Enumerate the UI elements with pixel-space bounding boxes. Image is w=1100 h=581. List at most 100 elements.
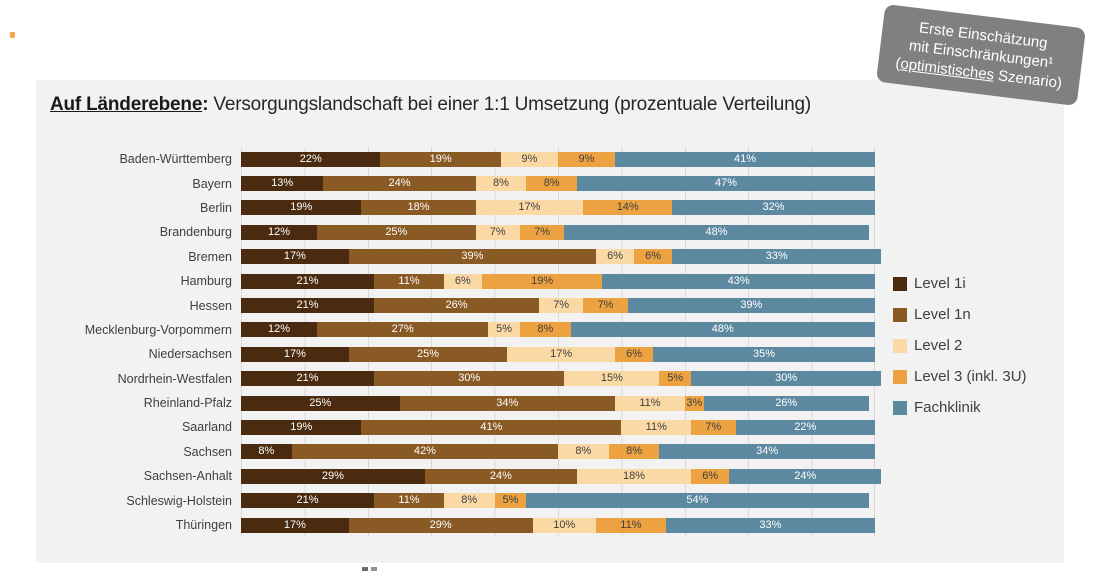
bar-track: 22% 19% 9% 9% 41% [241, 151, 875, 167]
bar-track: 25% 34% 11% 3% 26% [241, 395, 875, 411]
legend-label: Level 3 (inkl. 3U) [914, 368, 1027, 385]
bar-segment: 30% [374, 371, 565, 387]
legend-label: Fachklinik [914, 399, 981, 416]
legend-item: Level 2 [893, 330, 1027, 361]
category-label: Bremen [188, 249, 232, 264]
bar-segment: 11% [596, 517, 666, 533]
bar-segment: 33% [665, 517, 875, 533]
bar-segment: 33% [672, 249, 882, 265]
bar-track: 21% 11% 8% 5% 54% [241, 493, 875, 509]
slide-panel: Auf Länderebene: Versorgungslandschaft b… [36, 80, 1064, 563]
bar-row: Saarland 19% 41% 11% 7% 22% [36, 415, 876, 439]
title-highlight: Auf Länderebene [50, 94, 203, 115]
bar-track: 17% 25% 17% 6% 35% [241, 346, 875, 362]
bar-segment: 10% [532, 517, 597, 533]
bar-segment: 9% [500, 151, 558, 167]
legend-item: Level 1n [893, 299, 1027, 330]
bar-segment: 25% [348, 346, 508, 362]
bar-row: Baden-Württemberg 22% 19% 9% 9% 41% [36, 147, 876, 171]
bar-segment: 18% [361, 200, 476, 216]
bar-segment: 47% [577, 176, 875, 192]
bar-segment: 29% [348, 517, 533, 533]
bar-row: Niedersachsen 17% 25% 17% 6% 35% [36, 342, 876, 366]
chart-legend: Level 1i Level 1n Level 2 Level 3 (inkl. 3U… [893, 268, 1027, 423]
legend-swatch [893, 369, 907, 384]
bar-segment: 7% [691, 419, 736, 435]
bar-segment: 42% [291, 444, 558, 460]
bar-segment: 12% [241, 224, 318, 240]
bar-segment: 21% [241, 493, 375, 509]
bar-segment: 22% [735, 419, 875, 435]
bar-segment: 8% [557, 444, 609, 460]
bar-segment: 17% [507, 346, 616, 362]
bar-segment: 43% [602, 273, 875, 289]
legend-label: Level 1n [914, 306, 971, 323]
bar-segment: 6% [596, 249, 635, 265]
bar-segment: 48% [564, 224, 869, 240]
legend-item: Level 3 (inkl. 3U) [893, 361, 1027, 392]
bar-segment: 8% [608, 444, 660, 460]
bar-segment: 25% [317, 224, 476, 240]
category-label: Bayern [192, 176, 232, 191]
category-label: Rheinland-Pfalz [143, 396, 232, 411]
bar-segment: 19% [380, 151, 501, 167]
bar-segment: 41% [361, 419, 622, 435]
bar-row: Mecklenburg-Vorpommern 12% 27% 5% 8% 48% [36, 318, 876, 342]
bar-segment: 27% [317, 322, 489, 338]
bar-segment: 3% [684, 395, 704, 411]
bar-segment: 54% [526, 493, 869, 509]
bar-row: Brandenburg 12% 25% 7% 7% 48% [36, 220, 876, 244]
bar-segment: 39% [348, 249, 597, 265]
legend-item: Level 1i [893, 268, 1027, 299]
bar-row: Bremen 17% 39% 6% 6% 33% [36, 245, 882, 269]
category-label: Schleswig-Holstein [126, 493, 232, 508]
category-label: Hamburg [180, 274, 232, 289]
category-label: Sachsen-Anhalt [143, 469, 232, 484]
footnote-marks [362, 567, 377, 571]
bar-segment: 11% [374, 273, 444, 289]
legend-label: Level 2 [914, 337, 963, 354]
bar-segment: 35% [653, 346, 875, 362]
bar-segment: 5% [659, 371, 692, 387]
bar-row: Nordrhein-Westfalen 21% 30% 15% 5% 30% [36, 367, 882, 391]
bar-segment: 48% [570, 322, 875, 338]
bar-segment: 6% [443, 273, 482, 289]
bar-segment: 21% [241, 371, 375, 387]
bar-row: Sachsen-Anhalt 29% 24% 18% 6% 24% [36, 464, 882, 488]
bar-segment: 19% [241, 419, 362, 435]
bar-segment: 29% [241, 468, 425, 484]
bar-segment: 15% [564, 371, 660, 387]
bar-segment: 34% [659, 444, 875, 460]
bar-segment: 6% [691, 468, 730, 484]
corner-dot-decoration [10, 32, 15, 38]
bar-segment: 8% [519, 322, 571, 338]
bar-segment: 11% [621, 419, 692, 435]
bar-track: 29% 24% 18% 6% 24% [241, 468, 882, 484]
category-label: Hessen [189, 298, 232, 313]
bar-segment: 17% [241, 346, 349, 362]
bar-segment: 12% [241, 322, 318, 338]
bar-segment: 21% [241, 273, 375, 289]
bar-track: 12% 25% 7% 7% 48% [241, 224, 875, 240]
bar-row: Bayern 13% 24% 8% 8% 47% [36, 171, 876, 195]
bar-segment: 17% [241, 249, 349, 265]
bar-segment: 30% [691, 371, 882, 387]
bar-row: Thüringen 17% 29% 10% 11% 33% [36, 513, 876, 537]
bar-segment: 7% [583, 298, 628, 314]
bar-segment: 17% [241, 517, 349, 533]
legend-swatch [893, 276, 907, 291]
bar-segment: 21% [241, 298, 375, 314]
bar-track: 12% 27% 5% 8% 48% [241, 322, 875, 338]
legend-swatch [893, 307, 907, 322]
bar-row: Schleswig-Holstein 21% 11% 8% 5% 54% [36, 488, 876, 512]
bar-track: 21% 30% 15% 5% 30% [241, 371, 882, 387]
bar-segment: 34% [399, 395, 616, 411]
bar-segment: 18% [577, 468, 692, 484]
bar-track: 19% 41% 11% 7% 22% [241, 419, 875, 435]
category-label: Brandenburg [159, 225, 232, 240]
bar-track: 19% 18% 17% 14% 32% [241, 200, 875, 216]
bar-segment: 5% [494, 493, 527, 509]
bar-segment: 26% [703, 395, 869, 411]
bar-row: Hessen 21% 26% 7% 7% 39% [36, 293, 876, 317]
category-label: Sachsen [183, 444, 232, 459]
